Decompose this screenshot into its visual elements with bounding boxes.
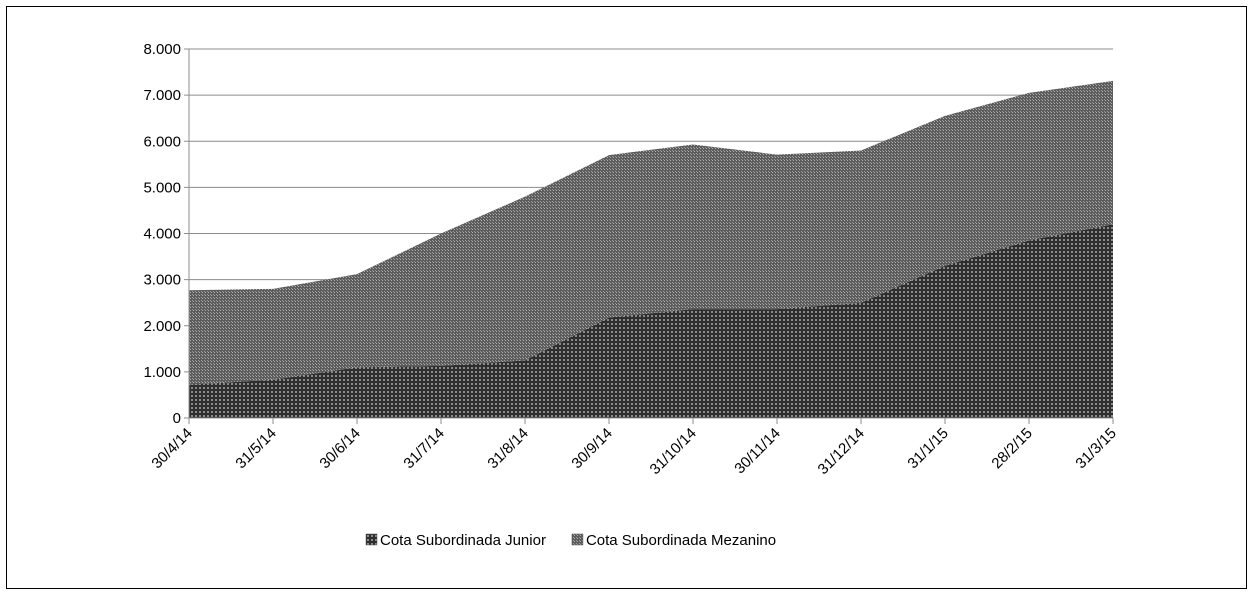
area-series-junior: [189, 224, 1113, 418]
y-tick-label: 3.000: [143, 272, 181, 289]
areas: [189, 80, 1113, 418]
x-tick-labels: 30/4/14 31/5/14 30/6/14 31/7/14 31/8/14 30/9/…: [148, 425, 1119, 478]
x-tick-label: 31/3/15: [1072, 425, 1119, 472]
y-tick-label: 7.000: [143, 87, 181, 104]
x-tick-label: 28/2/15: [988, 425, 1035, 472]
x-tick-label: 31/10/14: [647, 425, 700, 478]
x-tick-label: 30/6/14: [316, 425, 363, 472]
x-tick-label: 30/9/14: [568, 425, 615, 472]
legend-label-mezanino: Cota Subordinada Mezanino: [586, 532, 776, 549]
legend-swatch-junior: [365, 533, 378, 546]
x-tick-label: 31/1/15: [904, 425, 951, 472]
area-series-mezanino: [189, 80, 1113, 385]
chart-frame: 0 1.000 2.000 3.000 4.000 5.000 6.000 7.000 8.00…: [6, 6, 1247, 589]
area-chart: 0 1.000 2.000 3.000 4.000 5.000 6.000 7.000 8.00…: [143, 41, 1119, 549]
legend: Cota Subordinada Junior Cota Subordinada …: [365, 532, 776, 549]
legend-swatch-mezanino: [571, 533, 584, 546]
y-tick-label: 5.000: [143, 179, 181, 196]
x-tick-label: 31/7/14: [400, 425, 447, 472]
y-tick-labels: 0 1.000 2.000 3.000 4.000 5.000 6.000 7.000 8.00…: [143, 41, 181, 427]
y-tick-label: 6.000: [143, 133, 181, 150]
x-tick-label: 31/8/14: [484, 425, 531, 472]
y-tick-label: 8.000: [143, 41, 181, 58]
y-tick-label: 2.000: [143, 318, 181, 335]
x-tick-label: 30/11/14: [731, 425, 784, 478]
y-tick-label: 4.000: [143, 226, 181, 243]
x-tick-label: 30/4/14: [148, 425, 195, 472]
y-tick-label: 0: [173, 410, 181, 427]
x-tick-label: 31/5/14: [232, 425, 279, 472]
axes: [184, 48, 1114, 424]
y-tick-label: 1.000: [143, 364, 181, 381]
x-tick-label: 31/12/14: [815, 425, 868, 478]
legend-label-junior: Cota Subordinada Junior: [380, 532, 546, 549]
